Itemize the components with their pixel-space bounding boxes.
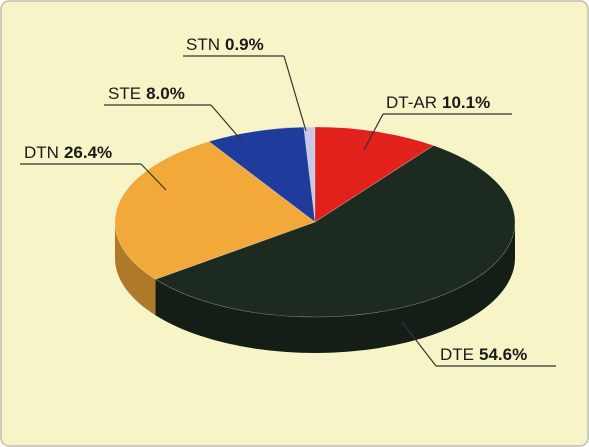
leader-line: [401, 321, 556, 367]
slice-value: 0.9%: [225, 35, 264, 54]
slice-label: STE 8.0%: [108, 84, 185, 103]
slice-label: DT-AR 10.1%: [386, 93, 490, 112]
leader-line: [183, 55, 307, 132]
slice-label: STN 0.9%: [186, 35, 264, 54]
slice-name: DTE: [440, 345, 474, 364]
pie-slice: [303, 126, 316, 223]
slice-value: 26.4%: [64, 143, 112, 162]
slice-value: 10.1%: [442, 93, 490, 112]
leader-line: [363, 113, 512, 151]
pie-slice: [314, 126, 435, 223]
pie-side: [155, 222, 516, 354]
leader-line: [104, 104, 243, 142]
slice-value: 8.0%: [146, 84, 185, 103]
slice-name: DTN: [24, 143, 59, 162]
slice-value: 54.6%: [479, 345, 527, 364]
slice-label: DTN 26.4%: [24, 143, 112, 162]
pie-side: [115, 222, 156, 316]
leader-line: [20, 163, 167, 191]
slice-label: DTE 54.6%: [440, 345, 527, 364]
slice-name: STN: [186, 35, 220, 54]
slice-name: DT-AR: [386, 93, 437, 112]
slice-name: STE: [108, 84, 141, 103]
pie-slice: [114, 141, 316, 280]
pie-slice: [208, 126, 316, 223]
pie-slice: [154, 145, 516, 318]
